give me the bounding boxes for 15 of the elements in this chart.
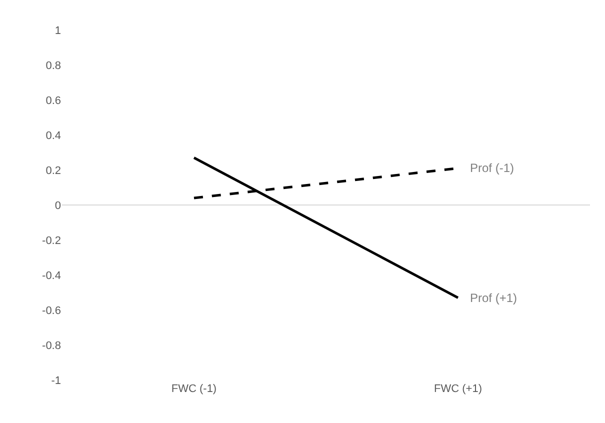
y-tick-label: 0.8 [46, 60, 61, 72]
x-tick-label: FWC (+1) [434, 383, 482, 395]
y-tick-label: -0.8 [42, 340, 61, 352]
y-tick-label: 0.4 [46, 130, 61, 142]
y-tick-label: -0.2 [42, 234, 61, 247]
y-tick-label: 0.2 [46, 164, 61, 177]
y-tick-label: 1 [54, 24, 61, 37]
x-tick-label: FWC (-1) [171, 383, 217, 395]
series-label: Prof (-1) [470, 161, 514, 175]
y-tick-label: -0.4 [42, 270, 61, 282]
y-tick-label: 0 [54, 200, 61, 212]
series-label: Prof (+1) [470, 291, 518, 305]
y-tick-label: 0.6 [46, 94, 61, 107]
y-tick-label: -0.6 [42, 304, 61, 317]
y-tick-label: -1 [51, 374, 61, 387]
